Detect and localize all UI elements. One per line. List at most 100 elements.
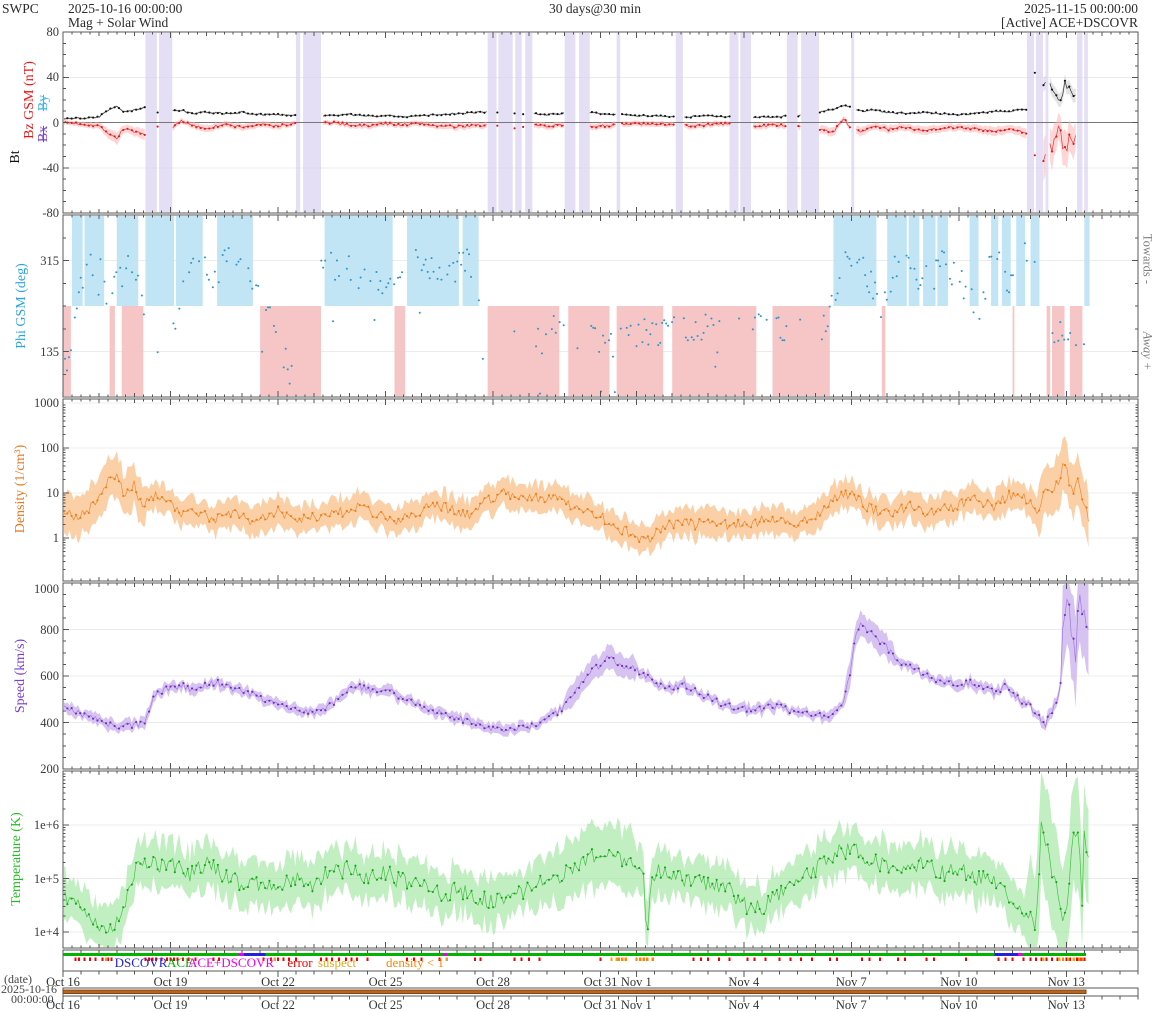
- status-error-mark: [1051, 957, 1053, 961]
- status-density-mark: [1077, 957, 1081, 961]
- date-tick-label: Oct 25: [368, 974, 403, 989]
- status-error-mark: [165, 957, 168, 961]
- status-error-mark: [194, 957, 197, 961]
- date-tick-label: Oct 19: [153, 997, 188, 1012]
- ytick-label: 1000: [34, 582, 59, 596]
- status-ace-dscovr-segment: [238, 952, 244, 957]
- temperature-trace: [64, 821, 1089, 933]
- status-error-mark: [366, 957, 369, 961]
- status-density-mark: [1061, 957, 1065, 961]
- status-suspect-mark: [610, 957, 613, 961]
- status-error-mark: [520, 957, 523, 961]
- status-error-mark: [810, 957, 813, 961]
- status-error-mark: [144, 957, 147, 961]
- status-error-mark: [345, 957, 348, 961]
- ytick-label: 600: [40, 669, 59, 683]
- availability-bar: [62, 989, 1087, 994]
- status-error-mark: [599, 957, 602, 961]
- temperature-error-band: [64, 772, 1089, 947]
- date-tick-label: Nov 13: [1047, 997, 1085, 1012]
- status-suspect-mark: [1058, 957, 1061, 961]
- status-dscovr-segment: [243, 952, 266, 957]
- date-tick-label: Oct 31: [583, 974, 618, 989]
- status-error-mark: [187, 957, 190, 961]
- status-density-mark: [638, 957, 642, 961]
- status-error-mark: [904, 957, 907, 961]
- status-error-mark: [420, 957, 423, 961]
- ytick-label: 100: [40, 441, 59, 455]
- data-mode: [Active] ACE+DSCOVR: [1001, 15, 1138, 30]
- ytick-label: 1000: [34, 396, 59, 410]
- status-suspect-mark: [1042, 957, 1045, 961]
- status-density-mark: [635, 957, 638, 961]
- plot-title: Mag + Solar Wind: [68, 15, 169, 30]
- status-ace-dscovr-segment: [442, 952, 448, 957]
- ytick-label: 0: [52, 115, 59, 130]
- status-error-mark: [1076, 957, 1079, 961]
- density-points: [64, 464, 1088, 544]
- status-error-mark: [692, 957, 695, 961]
- status-error-mark: [173, 957, 176, 961]
- status-error-mark: [350, 957, 353, 961]
- status-error-mark: [330, 957, 333, 961]
- status-error-mark: [861, 957, 864, 961]
- status-error-mark: [896, 957, 899, 961]
- status-error-mark: [932, 957, 935, 961]
- ytick-label: 10: [46, 486, 60, 500]
- status-error-mark: [176, 957, 179, 961]
- status-error-mark: [728, 957, 731, 961]
- status-error-mark: [538, 957, 541, 961]
- status-error-mark: [155, 957, 158, 961]
- date-tick-label: Oct 16: [46, 974, 80, 989]
- status-error-mark: [1065, 957, 1068, 961]
- status-error-mark: [789, 957, 792, 961]
- status-error-mark: [1040, 957, 1043, 961]
- status-error-mark: [778, 957, 781, 961]
- cadence-title: 30 days@30 min: [549, 1, 641, 16]
- date-tick-label: Oct 22: [261, 997, 295, 1012]
- date-axis-caption: (date): [4, 972, 32, 986]
- ytick-label: 315: [40, 253, 59, 268]
- date-axis-start-date: 2025-10-16: [1, 982, 57, 996]
- status-error-mark: [1079, 957, 1082, 961]
- status-error-mark: [1004, 957, 1007, 961]
- ytick-label: 400: [40, 715, 59, 730]
- status-suspect-mark: [445, 957, 448, 961]
- status-error-mark: [110, 957, 113, 961]
- axis-ticks: [62, 31, 1139, 1002]
- status-error-mark: [262, 957, 265, 961]
- status-error-mark: [753, 957, 756, 961]
- status-error-mark: [355, 957, 358, 961]
- status-good-line: [63, 953, 1087, 956]
- status-suspect-mark: [615, 957, 619, 961]
- status-error-mark: [160, 957, 163, 961]
- towards-label: Towards -: [1140, 233, 1155, 285]
- bt-points: [64, 71, 1075, 120]
- date-tick-label: Nov 1: [620, 997, 652, 1012]
- start-time: 2025-10-16 00:00:00: [68, 1, 183, 16]
- status-dscovr-segment: [994, 952, 1018, 957]
- status-suspect-mark: [273, 957, 276, 961]
- speed-error-band: [64, 584, 1089, 737]
- status-error-mark: [438, 957, 441, 961]
- status-error-mark: [83, 957, 86, 961]
- status-error-mark: [707, 957, 709, 961]
- ytick-label: 40: [46, 70, 60, 85]
- date-tick-label: Oct 28: [476, 997, 510, 1012]
- ytick-label: 135: [40, 344, 59, 359]
- status-error-mark: [294, 957, 297, 961]
- status-error-mark: [282, 957, 285, 961]
- status-error-mark: [1083, 957, 1086, 961]
- date-tick-label: Oct 16: [46, 997, 80, 1012]
- speed-points: [64, 603, 1088, 731]
- status-error-mark: [965, 957, 967, 961]
- away-label: Away +: [1140, 331, 1155, 371]
- status-error-mark: [1045, 957, 1048, 961]
- date-tick-label: Oct 22: [261, 974, 295, 989]
- legend-error: error: [287, 955, 313, 970]
- status-error-mark: [1056, 957, 1059, 961]
- phi-points: [64, 242, 1085, 395]
- legend-ace: ACE: [167, 955, 193, 970]
- status-error-mark: [148, 957, 150, 961]
